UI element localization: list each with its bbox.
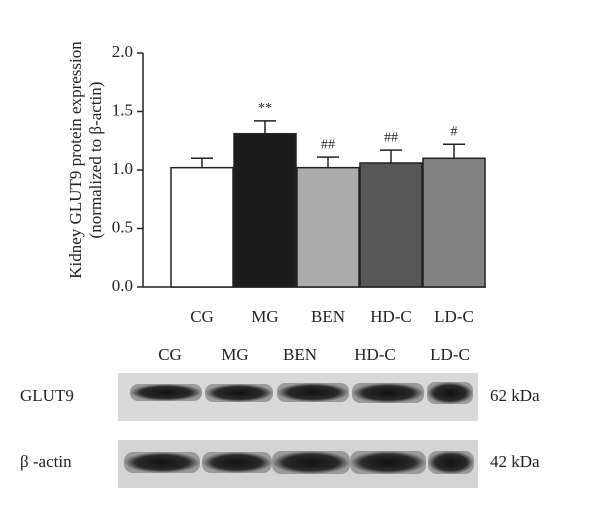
x-tick-label: CG (190, 307, 214, 326)
y-tick-label: 0.0 (112, 276, 133, 295)
blot-band (202, 452, 272, 473)
row-label: β -actin (20, 452, 72, 471)
y-tick-label: 2.0 (112, 42, 133, 61)
x-tick-label: MG (251, 307, 278, 326)
lane-label: BEN (283, 345, 317, 364)
row-size: 42 kDa (490, 452, 540, 471)
significance-label: # (451, 124, 458, 139)
x-tick-label: LD-C (434, 307, 474, 326)
bar (422, 157, 486, 288)
row-label: GLUT9 (20, 386, 74, 405)
y-axis-label: (normalized to β-actin) (86, 82, 105, 239)
blot-band (350, 451, 426, 474)
lane-label: MG (221, 345, 248, 364)
y-axis-label: Kidney GLUT9 protein expression (66, 41, 85, 279)
significance-label: ## (384, 130, 398, 145)
x-tick-label: HD-C (370, 307, 412, 326)
chart: 0.0 0.5 1.0 1.5 2.0 Kidney GLUT9 protein expr… (66, 41, 486, 326)
blot-band (352, 383, 424, 403)
bar (296, 166, 360, 288)
blot-band (277, 383, 349, 402)
western-blot: CG MG BEN HD-C LD-C GLUT9 62 kDa β -actin 42 kDa (20, 345, 540, 488)
blot-band (130, 384, 202, 401)
blot-band (124, 452, 200, 473)
bar (170, 166, 234, 288)
y-tick-label: 1.0 (112, 159, 133, 178)
blot-band (205, 384, 273, 402)
x-tick-label: BEN (311, 307, 345, 326)
y-tick-label: 0.5 (112, 217, 133, 236)
lane-label: HD-C (354, 345, 396, 364)
y-tick-label: 1.5 (112, 100, 133, 119)
row-size: 62 kDa (490, 386, 540, 405)
lane-label: CG (158, 345, 182, 364)
significance-label: ## (321, 137, 335, 152)
blot-band (272, 451, 350, 474)
significance-label: ** (258, 101, 272, 116)
bar (233, 132, 297, 288)
bar (359, 162, 423, 288)
lane-label: LD-C (430, 345, 470, 364)
blot-band (428, 451, 474, 474)
blot-band (427, 382, 473, 404)
